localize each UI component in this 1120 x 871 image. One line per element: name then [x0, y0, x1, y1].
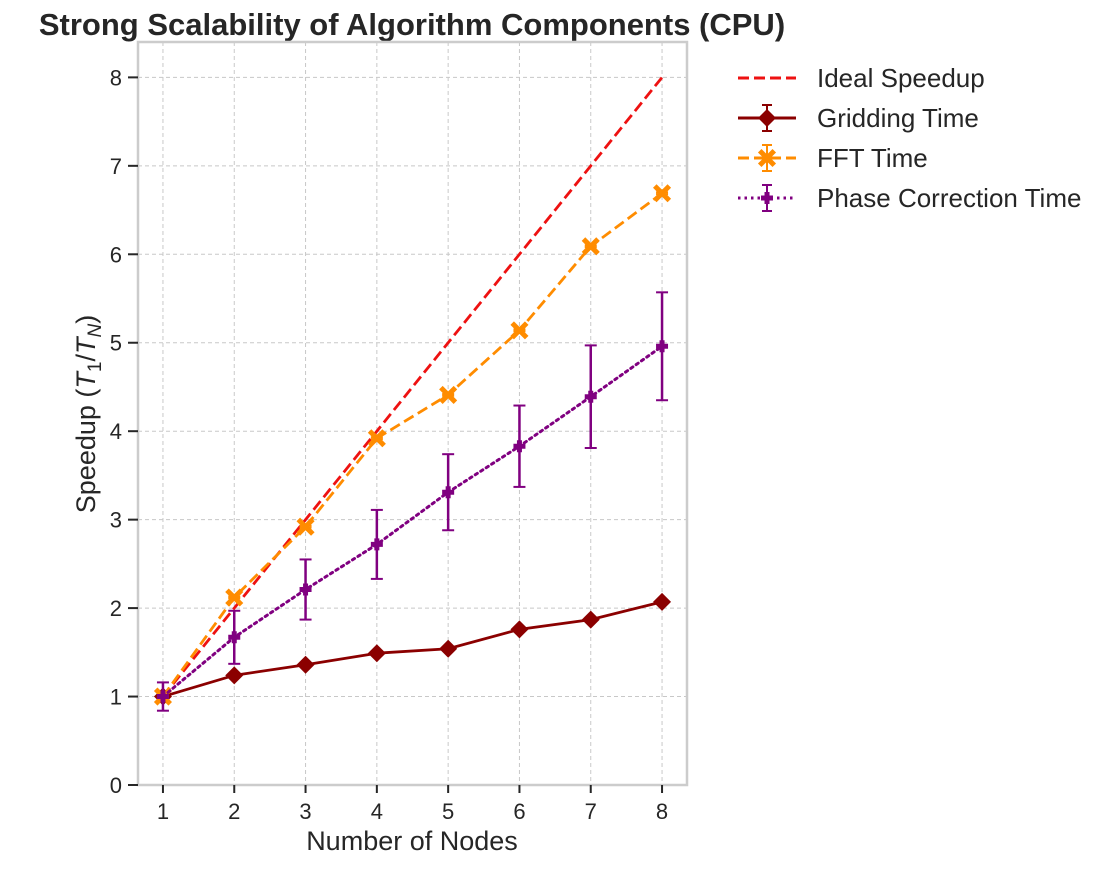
data-point	[581, 610, 600, 629]
y-tick-label: 1	[110, 685, 122, 710]
x-tick-label: 8	[656, 799, 668, 824]
y-label-t1: T	[71, 370, 101, 389]
y-tick-label: 7	[110, 154, 122, 179]
series-line	[162, 600, 663, 698]
data-point	[296, 655, 315, 674]
legend-item-ideal-speedup: Ideal Speedup	[738, 63, 985, 93]
y-label-t2: T	[71, 335, 101, 354]
data-point	[656, 340, 669, 353]
y-tick-label: 4	[110, 419, 122, 444]
legend-item-gridding-time: Gridding Time	[738, 103, 979, 133]
legend-item-fft-time: FFT Time	[738, 143, 928, 173]
y-tick-label: 2	[110, 596, 122, 621]
data-point	[225, 588, 244, 607]
series-ideal-speedup	[161, 76, 664, 698]
y-axis-label: Speedup (T1/TN)	[71, 315, 106, 513]
data-point	[225, 666, 244, 685]
x-tick-label: 4	[371, 799, 383, 824]
chart-title: Strong Scalability of Algorithm Componen…	[39, 7, 785, 42]
y-tick-label: 6	[110, 242, 122, 267]
axes: 1 2 3 4 5 6 7 8 0 1 2 3 4 5 6 7 8	[110, 65, 668, 824]
x-tick-label: 5	[442, 799, 454, 824]
y-tick-label: 8	[110, 65, 122, 90]
series-layer	[153, 76, 672, 712]
x-axis-label: Number of Nodes	[306, 826, 518, 856]
data-point	[156, 690, 169, 703]
grid-lines	[138, 42, 687, 786]
data-point	[510, 321, 529, 340]
legend-label: FFT Time	[817, 143, 928, 173]
plot-area	[138, 42, 687, 785]
y-label-prefix: Speedup (	[71, 389, 101, 514]
data-point	[296, 517, 315, 536]
x-tick-label: 3	[299, 799, 311, 824]
x-tick-label: 6	[513, 799, 525, 824]
legend-label: Gridding Time	[817, 103, 979, 133]
data-point	[584, 390, 597, 403]
legend-label: Ideal Speedup	[817, 63, 985, 93]
data-point	[653, 184, 672, 203]
data-point	[513, 440, 526, 453]
data-point	[439, 639, 458, 658]
data-point	[581, 237, 600, 256]
y-tick-label: 3	[110, 508, 122, 533]
series-line	[161, 344, 664, 699]
data-point	[653, 592, 672, 611]
data-point	[510, 620, 529, 639]
data-point	[228, 631, 241, 644]
y-tick-label: 5	[110, 331, 122, 356]
series-line	[161, 192, 663, 698]
legend-label: Phase Correction Time	[817, 183, 1081, 213]
legend-marker	[757, 148, 777, 168]
legend-marker	[761, 192, 773, 204]
legend-item-phase-correction-time: Phase Correction Time	[738, 183, 1081, 213]
plot-frame	[136, 40, 689, 787]
legend-marker	[758, 109, 776, 127]
data-point	[367, 429, 386, 448]
y-tick-label: 0	[110, 773, 122, 798]
series-line	[161, 76, 664, 698]
y-label-sub1: 1	[85, 362, 106, 373]
y-label-suffix: )	[71, 315, 101, 324]
x-tick-label: 1	[157, 799, 169, 824]
data-point	[442, 486, 455, 499]
x-tick-label: 2	[228, 799, 240, 824]
y-label-slash: /	[71, 354, 101, 362]
x-tick-label: 7	[585, 799, 597, 824]
data-point	[299, 583, 312, 596]
data-point	[367, 644, 386, 663]
y-label-sub2: N	[85, 324, 106, 338]
data-point	[370, 538, 383, 551]
data-point	[439, 385, 458, 404]
legend: Ideal Speedup Gridding Time FFT Time Phase …	[738, 63, 1081, 213]
series-fft-time	[153, 184, 672, 706]
series-phase-correction-time	[156, 291, 669, 712]
